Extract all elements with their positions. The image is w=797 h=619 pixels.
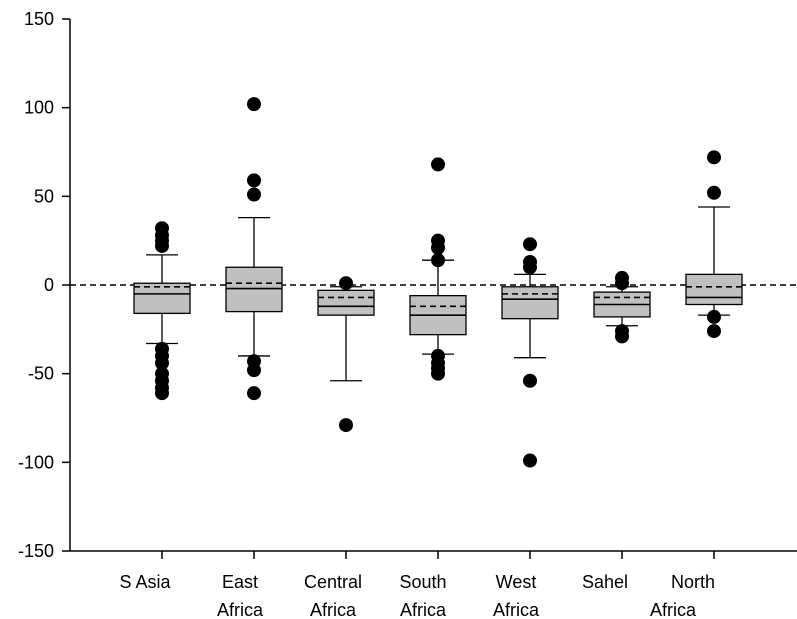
- x-category-label: Africa: [310, 600, 357, 619]
- outlier-point: [247, 97, 261, 112]
- y-tick-label: 150: [24, 9, 54, 29]
- y-tick-label: 100: [24, 98, 54, 118]
- box-group: [685, 150, 743, 339]
- box-group: [133, 221, 191, 401]
- outlier-point: [523, 373, 537, 388]
- outlier-point: [707, 324, 721, 339]
- box: [225, 266, 283, 313]
- outlier-point: [523, 260, 537, 275]
- y-tick-label: -100: [18, 452, 54, 472]
- box-group: [593, 270, 651, 344]
- y-ticks-layer: 150 100 50 0 -50 -100 -150: [18, 9, 70, 561]
- box-group: [409, 157, 467, 381]
- box-group: [317, 276, 375, 433]
- outlier-point: [431, 366, 445, 381]
- boxes-layer: [133, 97, 743, 468]
- x-category-label: S Asia: [119, 572, 171, 592]
- x-category-label: Africa: [650, 600, 697, 619]
- y-tick-label: -50: [28, 364, 54, 384]
- x-category-label: East: [222, 572, 258, 592]
- x-category-label: North: [671, 572, 715, 592]
- outlier-point: [431, 240, 445, 255]
- outlier-point: [247, 386, 261, 401]
- outlier-point: [707, 185, 721, 200]
- x-category-label: West: [496, 572, 537, 592]
- y-tick-label: -150: [18, 541, 54, 561]
- outlier-point: [523, 453, 537, 468]
- outlier-point: [339, 418, 353, 433]
- outlier-point: [615, 329, 629, 344]
- box: [317, 289, 375, 316]
- outlier-point: [431, 157, 445, 172]
- outlier-point: [523, 237, 537, 252]
- box: [501, 286, 559, 320]
- x-category-label: Central: [304, 572, 362, 592]
- outlier-point: [339, 276, 353, 291]
- box: [133, 282, 191, 315]
- outlier-point: [247, 187, 261, 202]
- box-group: [225, 97, 283, 401]
- x-category-label: South: [399, 572, 446, 592]
- x-category-label: Africa: [493, 600, 540, 619]
- outlier-point: [431, 253, 445, 268]
- outlier-point: [155, 386, 169, 401]
- outlier-point: [247, 363, 261, 378]
- outlier-point: [247, 173, 261, 188]
- x-category-label: Africa: [217, 600, 264, 619]
- box: [685, 273, 743, 306]
- y-tick-label: 0: [44, 275, 54, 295]
- outlier-point: [155, 238, 169, 253]
- outlier-point: [707, 309, 721, 324]
- x-category-label: Sahel: [582, 572, 628, 592]
- x-category-label: Africa: [400, 600, 447, 619]
- y-tick-label: 50: [34, 186, 54, 206]
- outlier-point: [155, 356, 169, 371]
- box-group: [501, 237, 559, 468]
- outlier-point: [707, 150, 721, 165]
- outlier-point: [615, 276, 629, 291]
- x-ticks-layer: S Asia East Africa Central Africa South Africa…: [119, 551, 715, 619]
